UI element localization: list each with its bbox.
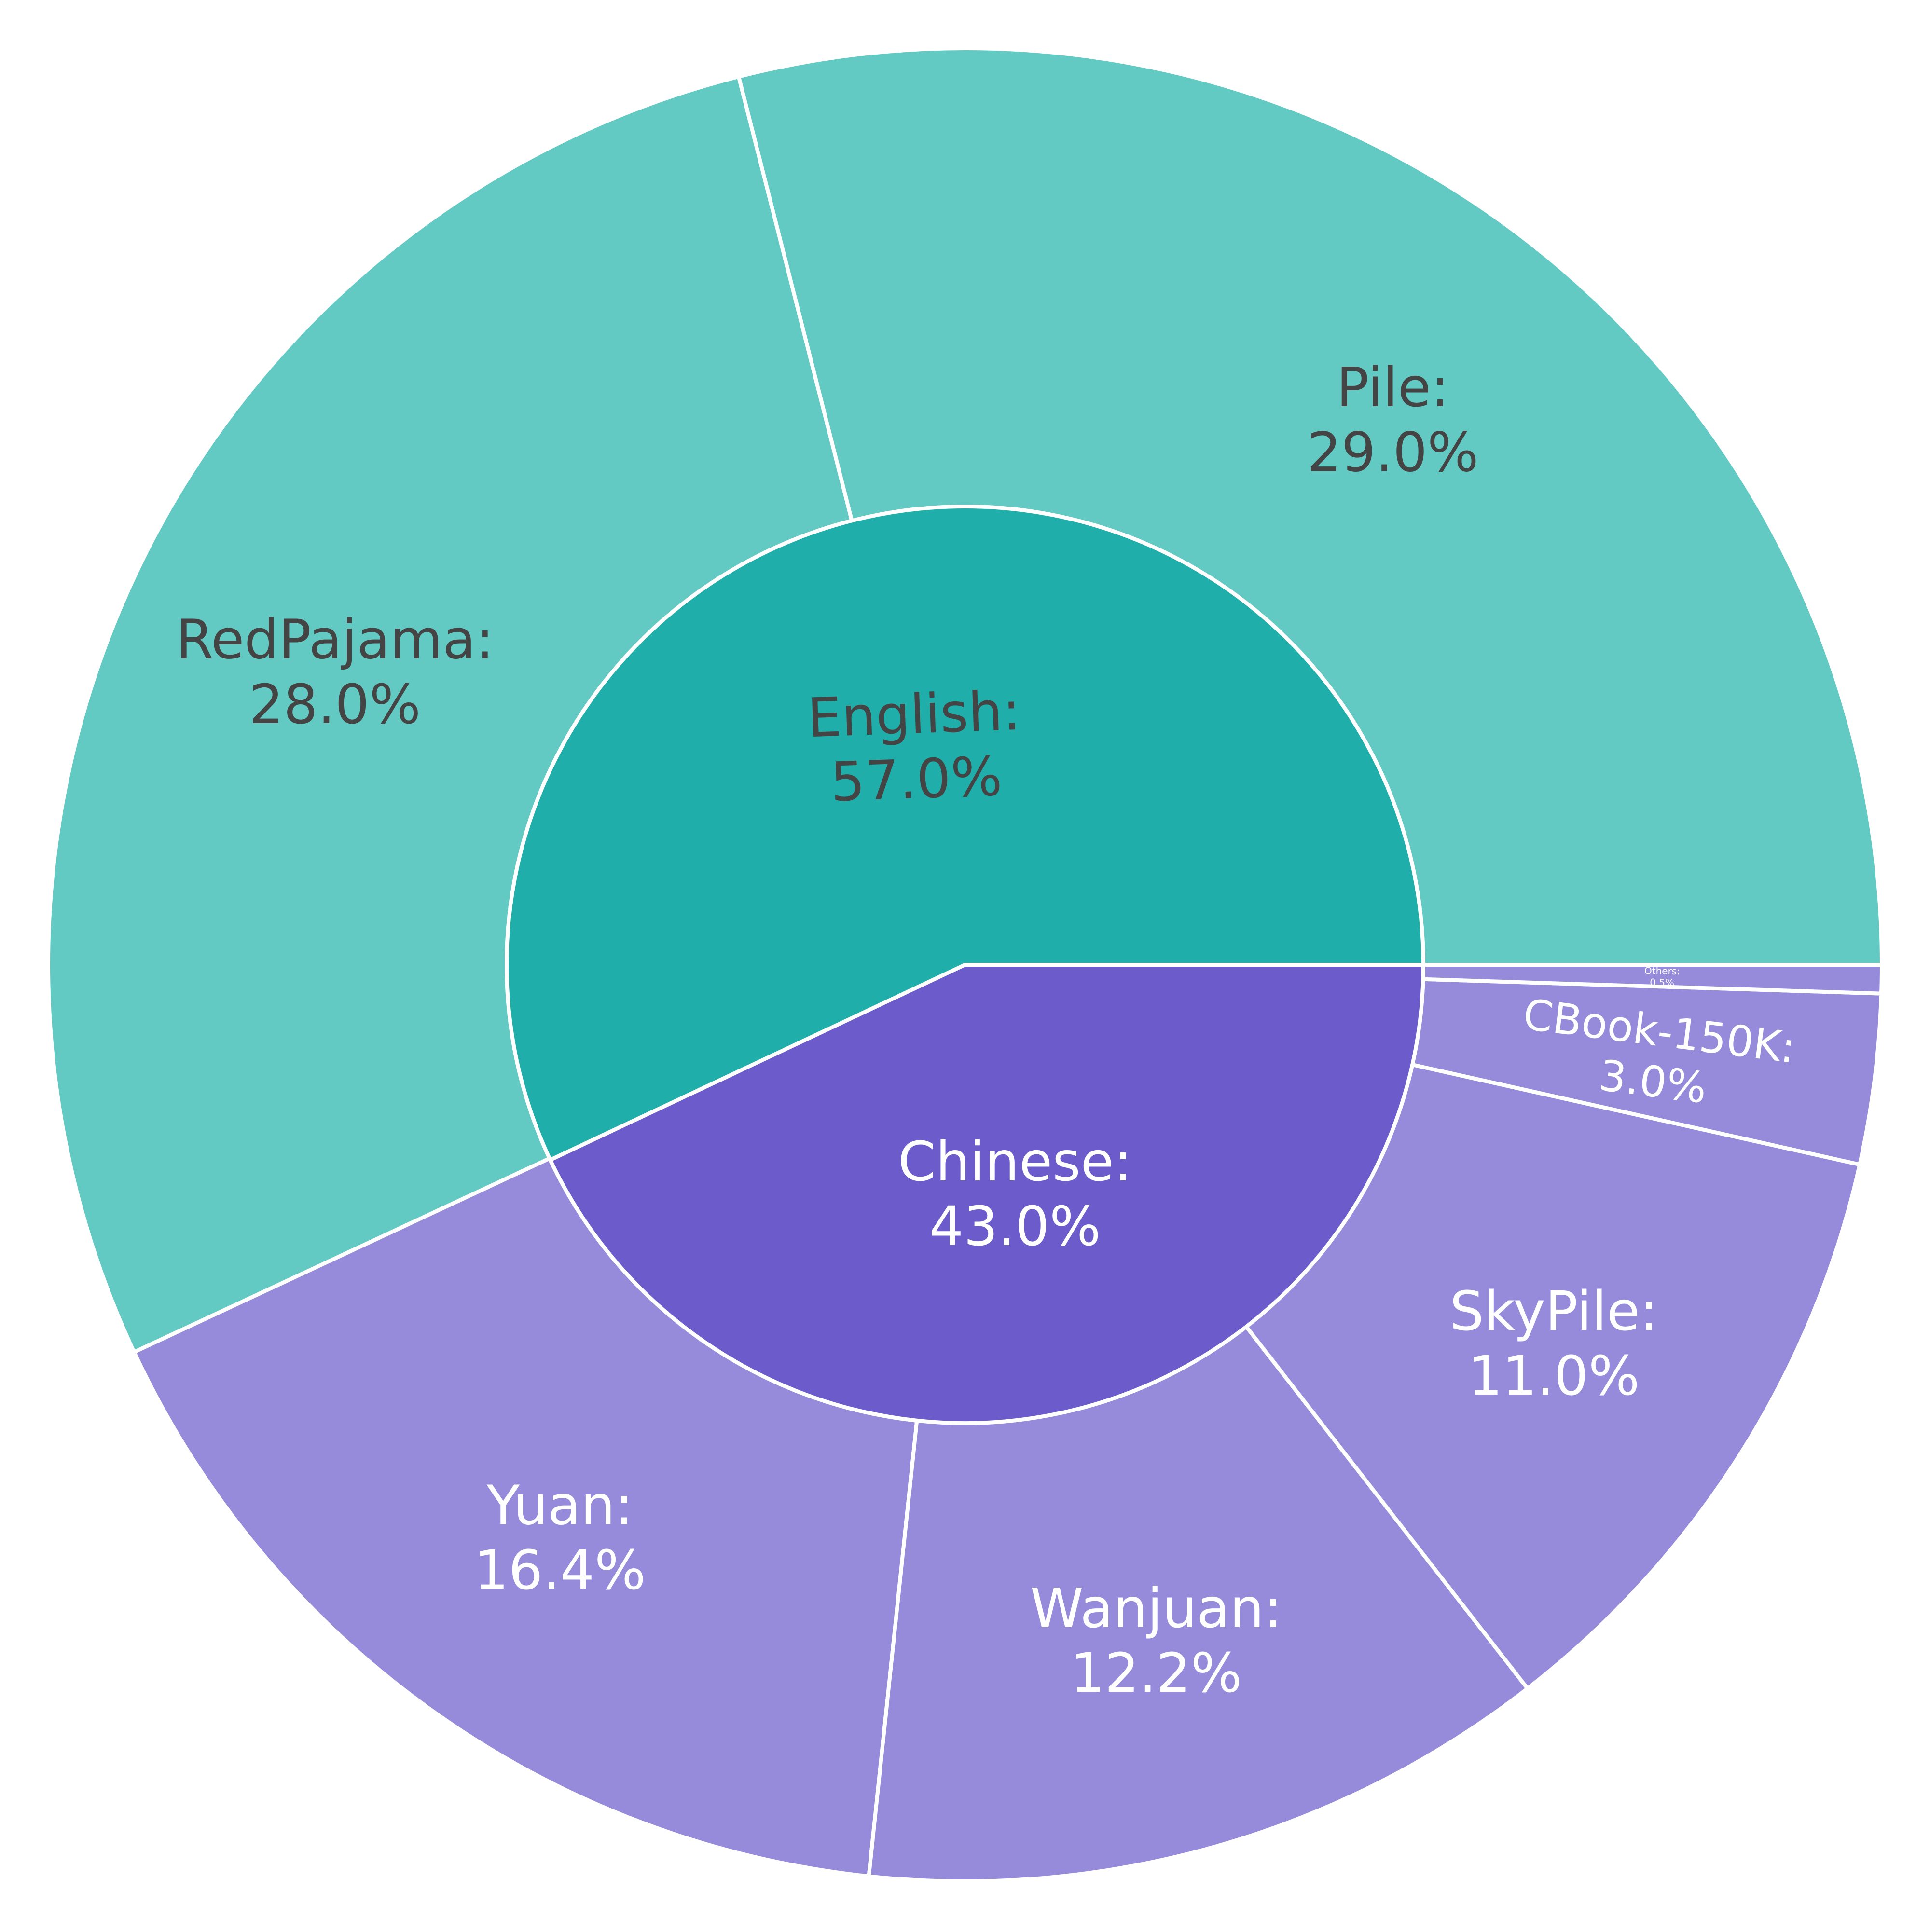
inner-slice-english xyxy=(505,505,1426,1163)
slice-labels: English:57.0% Chinese: 43.0% Pile: 29.0% RedP… xyxy=(176,356,1798,1705)
outer-label-skypile: SkyPile: 11.0% xyxy=(1449,1280,1658,1408)
outer-label-pile: Pile: 29.0% xyxy=(1307,356,1479,484)
inner-label-chinese: Chinese: 43.0% xyxy=(898,1131,1132,1258)
inner-label-english: English:57.0% xyxy=(806,680,1024,815)
inner-ring xyxy=(505,505,1426,1425)
outer-label-yuan: Yuan: 16.4% xyxy=(474,1474,646,1602)
outer-label-redpajama: RedPajama: 28.0% xyxy=(176,608,494,736)
outer-label-others: Others:0.5% xyxy=(1644,965,1680,988)
inner-slice-chinese xyxy=(548,963,1426,1425)
outer-ring xyxy=(46,46,1884,1883)
outer-label-wanjuan: Wanjuan: 12.2% xyxy=(1030,1577,1282,1705)
